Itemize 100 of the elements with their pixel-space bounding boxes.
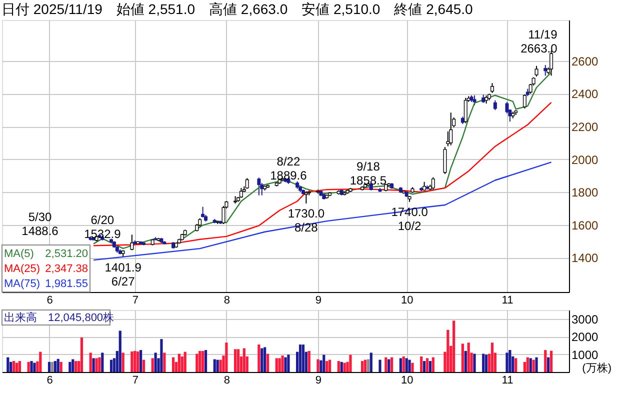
bar [6, 357, 10, 372]
bar [275, 358, 278, 372]
bar [95, 358, 98, 372]
bar [490, 342, 494, 372]
bar [366, 359, 370, 372]
bar [74, 361, 78, 372]
bar [68, 362, 72, 372]
annotation: 2,347.38 [45, 263, 88, 275]
candlestick [239, 187, 243, 198]
text: MA(25) [4, 263, 40, 275]
annotation: 2,531.20 [45, 248, 88, 260]
x-tick-label: 9 [315, 294, 322, 306]
bar [337, 361, 340, 372]
bar [151, 358, 154, 372]
y-tick-label: 1400 [572, 251, 599, 266]
x-tick-label: 11 [502, 374, 514, 386]
x-tick-label: 10 [400, 374, 414, 386]
bar [216, 360, 219, 372]
annotation: 1,981.55 [45, 278, 88, 290]
x-tick-label: 6 [46, 294, 53, 306]
bar [508, 350, 512, 372]
text: MA(5) [4, 248, 34, 260]
annotation: 出来高 12,045,800株 [4, 311, 114, 324]
bar [130, 351, 134, 372]
y-tick-label: 1000 [572, 348, 599, 362]
bar [54, 361, 56, 372]
annotation: 8/22 1889.6 [270, 154, 308, 182]
bar [219, 360, 222, 372]
bar [349, 354, 352, 372]
candlestick [534, 65, 538, 78]
candlestick [522, 94, 526, 109]
bar [266, 354, 270, 372]
bar [89, 352, 92, 372]
bar [526, 357, 529, 372]
candlestick [443, 146, 447, 175]
bar [399, 358, 402, 372]
bar [56, 358, 60, 372]
bar [225, 342, 228, 372]
bar [122, 352, 124, 372]
bar [446, 330, 450, 372]
bar [529, 358, 532, 372]
bar [298, 344, 302, 372]
bar [110, 360, 113, 372]
bar [473, 354, 476, 372]
bar [411, 362, 414, 372]
bar [506, 352, 508, 372]
bar [39, 352, 42, 372]
bar [196, 354, 198, 372]
x-tick-label: 11 [502, 294, 514, 306]
candlestick [431, 176, 435, 190]
candlestick [493, 100, 497, 111]
bar [92, 358, 95, 372]
annotation: 1401.9 6/27 [104, 260, 142, 288]
bar [464, 350, 467, 372]
candlestick [464, 97, 468, 124]
bar [370, 352, 372, 372]
bar [163, 352, 166, 372]
bar [284, 357, 287, 372]
candlestick [130, 234, 134, 251]
bar [15, 362, 18, 372]
annotation: 1740.0 10/2 [391, 204, 428, 233]
y-tick-label: 2200 [572, 120, 599, 134]
y-tick-label: 3000 [572, 312, 599, 326]
bar [532, 360, 535, 372]
bar [281, 356, 284, 372]
bar [378, 360, 382, 372]
bar [343, 362, 346, 372]
bar [80, 337, 84, 372]
y-tick-label: 1600 [572, 218, 599, 232]
bar [178, 354, 180, 372]
x-tick-label: 8 [224, 374, 230, 386]
bar [98, 357, 101, 372]
text: MA(75) [4, 278, 40, 290]
bar [60, 362, 62, 372]
candlestick [304, 190, 308, 204]
bar [264, 347, 266, 372]
bar [485, 354, 488, 372]
bar [388, 359, 390, 372]
candlestick [257, 177, 261, 196]
bar [198, 350, 202, 372]
bar [405, 358, 408, 372]
bar [390, 357, 394, 372]
bar [544, 350, 547, 372]
bar [10, 362, 12, 372]
x-tick-label: 10 [400, 294, 414, 306]
bar [278, 358, 281, 372]
bar [213, 359, 216, 372]
bar [134, 350, 136, 372]
bar [452, 320, 456, 372]
candlestick [222, 205, 226, 224]
bar [360, 361, 364, 372]
bar [242, 348, 246, 372]
y-tick-label: 2000 [572, 152, 599, 167]
bar [72, 359, 74, 372]
bar [340, 362, 343, 372]
bar [364, 360, 367, 372]
bar [287, 354, 290, 372]
bar [236, 349, 240, 372]
y-tick-label: 2000 [572, 330, 599, 344]
bar [408, 360, 411, 372]
